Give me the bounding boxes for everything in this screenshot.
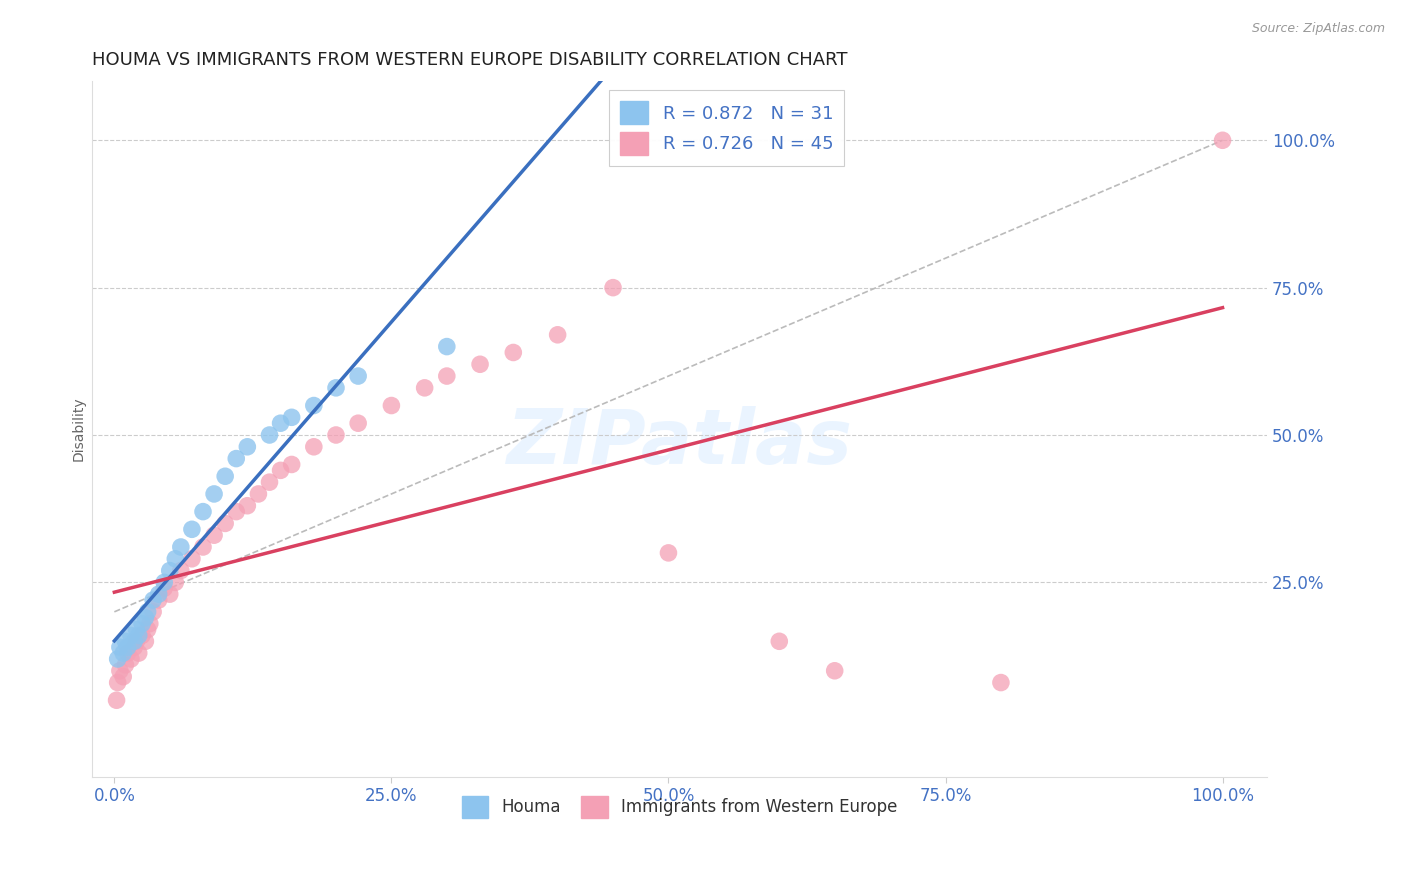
Point xyxy=(134,634,156,648)
Point xyxy=(181,522,204,536)
Point xyxy=(191,505,214,519)
Point xyxy=(270,463,292,477)
Point xyxy=(134,611,156,625)
Point xyxy=(159,564,181,578)
Point xyxy=(280,458,302,472)
Point xyxy=(502,345,524,359)
Point xyxy=(170,564,193,578)
Text: HOUMA VS IMMIGRANTS FROM WESTERN EUROPE DISABILITY CORRELATION CHART: HOUMA VS IMMIGRANTS FROM WESTERN EUROPE … xyxy=(93,51,848,69)
Point xyxy=(159,587,181,601)
Text: Source: ZipAtlas.com: Source: ZipAtlas.com xyxy=(1251,22,1385,36)
Point xyxy=(165,575,187,590)
Point xyxy=(247,487,270,501)
Point xyxy=(436,369,458,384)
Point xyxy=(280,410,302,425)
Point xyxy=(105,693,128,707)
Point xyxy=(120,652,142,666)
Point xyxy=(468,357,491,371)
Point xyxy=(170,540,193,554)
Point xyxy=(547,327,569,342)
Point xyxy=(181,551,204,566)
Point xyxy=(202,528,225,542)
Point xyxy=(128,628,150,642)
Point xyxy=(153,581,176,595)
Point xyxy=(124,640,146,655)
Point xyxy=(125,623,148,637)
Point xyxy=(108,664,131,678)
Point xyxy=(413,381,436,395)
Point xyxy=(128,646,150,660)
Point xyxy=(347,369,370,384)
Point xyxy=(302,399,325,413)
Point xyxy=(202,487,225,501)
Point xyxy=(214,469,236,483)
Point xyxy=(302,440,325,454)
Point xyxy=(131,628,153,642)
Point xyxy=(768,634,790,648)
Point xyxy=(153,575,176,590)
Point xyxy=(114,634,136,648)
Point xyxy=(325,428,347,442)
Point xyxy=(117,646,139,660)
Point xyxy=(107,652,129,666)
Text: ZIPatlas: ZIPatlas xyxy=(506,406,852,480)
Point xyxy=(259,428,281,442)
Point xyxy=(117,640,139,655)
Point xyxy=(165,551,187,566)
Point xyxy=(148,593,170,607)
Point xyxy=(142,593,165,607)
Point xyxy=(236,499,259,513)
Point xyxy=(107,675,129,690)
Point xyxy=(142,605,165,619)
Point xyxy=(124,634,146,648)
Y-axis label: Disability: Disability xyxy=(72,397,86,461)
Point xyxy=(657,546,679,560)
Point xyxy=(602,280,624,294)
Point xyxy=(436,340,458,354)
Point xyxy=(108,640,131,655)
Point xyxy=(325,381,347,395)
Point xyxy=(990,675,1012,690)
Point xyxy=(136,605,159,619)
Point xyxy=(380,399,402,413)
Point xyxy=(148,587,170,601)
Point xyxy=(139,616,162,631)
Point xyxy=(136,623,159,637)
Point xyxy=(347,416,370,430)
Point xyxy=(236,440,259,454)
Point xyxy=(120,628,142,642)
Point xyxy=(112,646,135,660)
Point xyxy=(114,657,136,672)
Point xyxy=(1212,133,1234,147)
Point xyxy=(259,475,281,490)
Point xyxy=(824,664,846,678)
Point xyxy=(225,505,247,519)
Point xyxy=(112,670,135,684)
Point xyxy=(270,416,292,430)
Point xyxy=(225,451,247,466)
Legend: Houma, Immigrants from Western Europe: Houma, Immigrants from Western Europe xyxy=(456,789,904,824)
Point xyxy=(191,540,214,554)
Point xyxy=(125,634,148,648)
Point xyxy=(131,616,153,631)
Point xyxy=(214,516,236,531)
